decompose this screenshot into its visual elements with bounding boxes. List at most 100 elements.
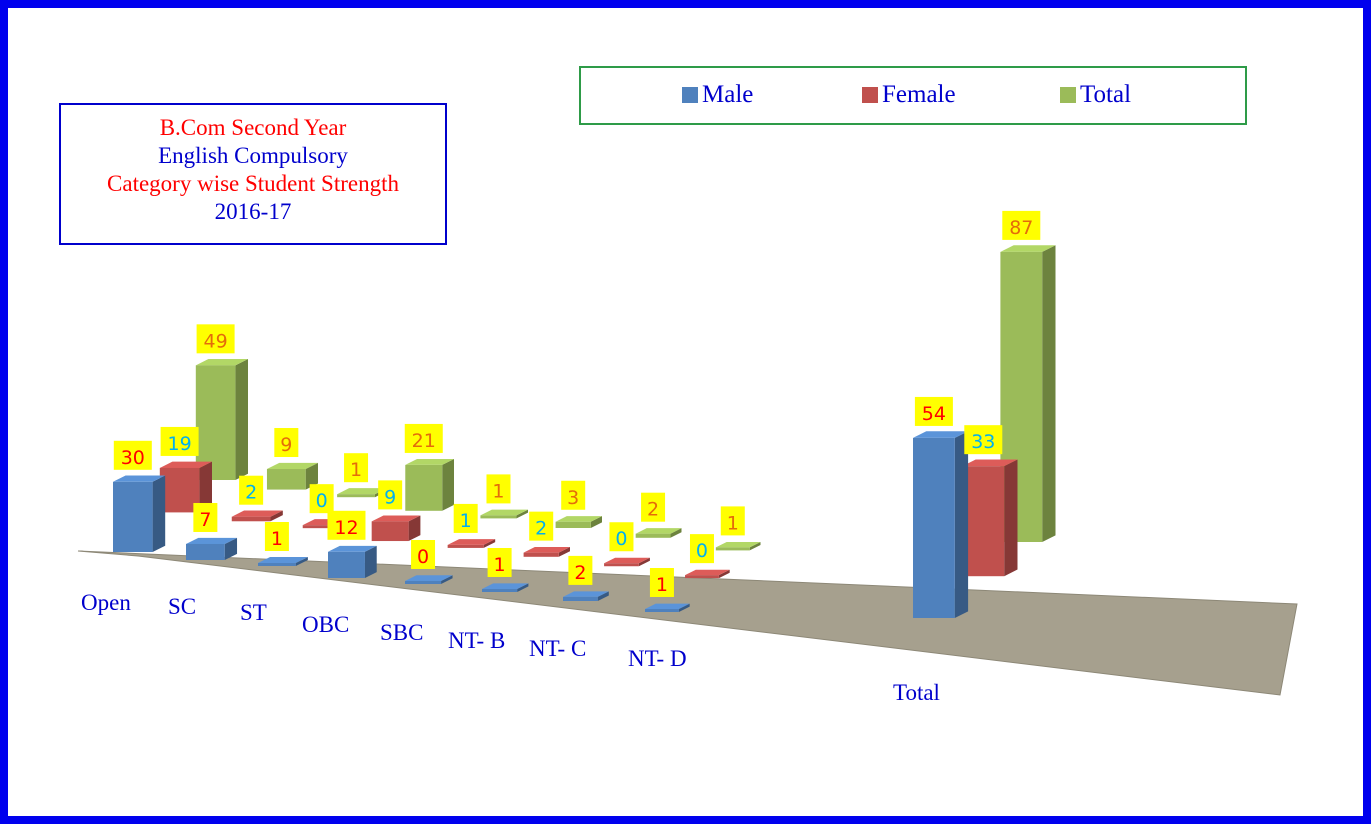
data-label-bg: [487, 548, 512, 577]
data-label-male-7: 1: [649, 568, 674, 597]
bar-top: [523, 547, 570, 553]
data-label-bg: [160, 426, 199, 456]
bar-front: [302, 525, 341, 529]
data-label-bg: [264, 522, 289, 551]
data-label-total-3: 21: [404, 423, 443, 453]
data-label-text: 19: [168, 433, 192, 455]
bar-male-3: [328, 545, 377, 578]
data-label-text: 1: [727, 512, 739, 534]
category-label-5: NT- B: [448, 628, 505, 653]
bar-female-6: [604, 557, 650, 567]
category-label-2: ST: [240, 600, 267, 625]
data-label-text: 3: [567, 487, 579, 509]
category-label-0: Open: [81, 590, 131, 615]
category-label-8: Total: [893, 680, 940, 705]
data-label-female-6: 0: [609, 522, 634, 552]
data-label-bg: [113, 440, 152, 470]
data-label-text: 1: [656, 574, 668, 596]
data-label-text: 2: [647, 499, 659, 521]
legend-item-female: Female: [862, 81, 956, 109]
bar-front: [186, 543, 225, 560]
bar-top: [231, 510, 283, 517]
category-label-1: SC: [168, 594, 196, 619]
bar-top: [337, 488, 387, 495]
bar-front: [113, 481, 153, 552]
data-label-text: 12: [334, 517, 358, 539]
data-label-text: 1: [492, 480, 504, 502]
data-label-male-3: 12: [327, 510, 366, 540]
bar-male-8: [913, 431, 969, 618]
data-label-male-0: 30: [113, 440, 152, 470]
data-label-text: 33: [971, 431, 995, 453]
legend-item-total: Total: [1060, 81, 1131, 109]
data-label-bg: [561, 480, 586, 510]
bar-side: [199, 461, 212, 513]
bar-top: [258, 556, 308, 563]
bar-top: [1000, 245, 1056, 252]
bar-front: [555, 521, 591, 528]
bar-side: [441, 575, 453, 584]
legend-swatch-total: [1060, 87, 1076, 103]
bar-side: [1042, 245, 1056, 542]
bar-front: [231, 516, 271, 522]
bar-side: [678, 603, 690, 612]
bar-total-4: [480, 509, 528, 519]
data-label-bg: [964, 425, 1003, 455]
data-label-bg: [486, 474, 511, 504]
data-label-male-2: 1: [264, 522, 289, 551]
data-label-text: 0: [316, 490, 328, 512]
bar-top: [715, 542, 761, 548]
data-label-male-5: 1: [487, 548, 512, 577]
data-label-female-2: 0: [309, 484, 334, 514]
bar-front: [337, 494, 375, 498]
bar-total-7: [715, 542, 761, 551]
data-label-total-1: 9: [274, 428, 299, 458]
bar-top: [186, 537, 238, 544]
bar-side: [638, 557, 650, 567]
chart-floor: [77, 550, 1298, 696]
bar-side: [224, 537, 238, 560]
bar-total-0: [195, 359, 248, 480]
bar-top: [266, 462, 318, 470]
category-label-3: OBC: [302, 612, 349, 637]
data-label-male-4: 0: [411, 540, 436, 569]
bar-front: [447, 544, 484, 548]
data-label-bg: [1002, 210, 1041, 240]
bar-side: [483, 539, 496, 548]
bar-top: [480, 509, 528, 516]
data-label-bg: [378, 480, 403, 510]
data-label-bg: [609, 522, 634, 552]
bar-front: [159, 467, 200, 513]
bar-top: [159, 461, 212, 468]
bar-front: [685, 575, 719, 579]
bar-top: [482, 583, 529, 589]
bar-side: [442, 459, 454, 511]
data-label-text: 1: [494, 554, 506, 576]
bar-total-5: [555, 516, 602, 528]
data-label-male-1: 7: [193, 502, 218, 532]
data-label-bg: [914, 396, 953, 426]
bar-female-1: [231, 510, 283, 522]
chart-title-line-1: B.Com Second Year: [159, 115, 347, 140]
bar-female-3: [371, 515, 421, 542]
bar-side: [152, 475, 166, 552]
bar-female-5: [523, 547, 570, 557]
data-label-male-6: 2: [568, 555, 593, 585]
bar-female-8: [962, 459, 1018, 577]
bar-male-6: [563, 591, 609, 601]
bar-front: [258, 563, 296, 566]
data-label-bg: [411, 540, 436, 569]
legend-label-male: Male: [702, 81, 754, 108]
data-label-bg: [453, 503, 478, 533]
bar-front: [405, 464, 443, 511]
bar-top: [913, 431, 969, 438]
data-label-female-8: 33: [964, 425, 1003, 455]
data-label-text: 1: [271, 528, 283, 550]
bar-male-0: [113, 475, 166, 552]
data-label-bg: [239, 475, 264, 505]
bar-male-4: [405, 575, 453, 584]
bar-side: [718, 569, 730, 579]
bar-front: [962, 466, 1005, 577]
bar-top: [685, 569, 730, 576]
chart-title-line-2: English Compulsory: [158, 143, 348, 168]
